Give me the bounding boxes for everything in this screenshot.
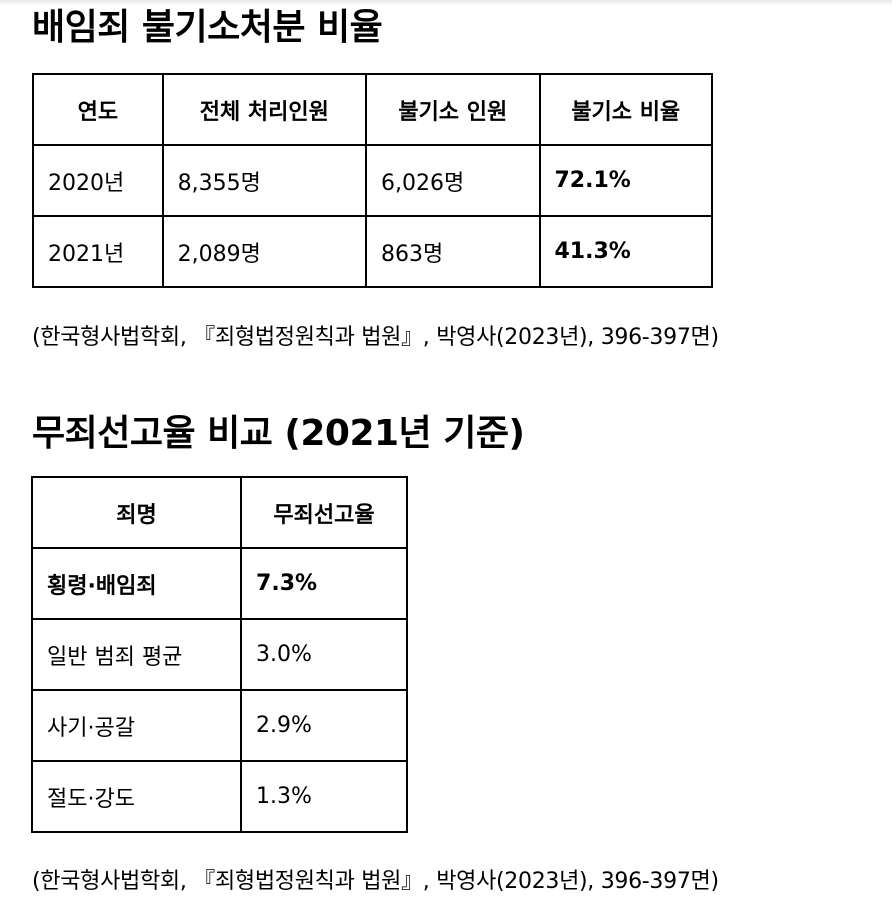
cell-non-prosecuted: 6,026명 [365, 144, 541, 217]
cell-rate: 2.9% [240, 689, 408, 762]
cell-crime: 절도·강도 [30, 760, 243, 833]
table-header-row: 연도 전체 처리인원 불기소 인원 불기소 비율 [32, 73, 713, 146]
cell-crime: 일반 범죄 평균 [30, 618, 243, 691]
header-non-prosecuted: 불기소 인원 [365, 73, 541, 146]
cell-non-prosecuted: 863명 [365, 215, 541, 288]
cell-total: 2,089명 [161, 215, 368, 288]
table-row: 일반 범죄 평균 3.0% [30, 618, 408, 691]
cell-rate: 41.3% [538, 215, 713, 288]
section-title-acquittal-rate: 무죄선고율 비교 (2021년 기준) [32, 413, 525, 454]
source-citation: (한국형사법학회, 『죄형법정원칙과 법원』, 박영사(2023년), 396-… [32, 325, 719, 350]
header-acquittal-rate: 무죄선고율 [240, 476, 408, 549]
cell-year: 2021년 [32, 215, 164, 288]
cell-total: 8,355명 [161, 144, 368, 217]
source-citation: (한국형사법학회, 『죄형법정원칙과 법원』, 박영사(2023년), 396-… [32, 869, 719, 894]
cell-year: 2020년 [32, 144, 164, 217]
header-total-processed: 전체 처리인원 [161, 73, 368, 146]
cell-rate: 3.0% [240, 618, 408, 691]
table-row: 절도·강도 1.3% [30, 760, 408, 833]
cell-crime: 사기·공갈 [30, 689, 243, 762]
non-prosecution-table: 연도 전체 처리인원 불기소 인원 불기소 비율 2020년 8,355명 6,… [32, 73, 713, 288]
cell-rate: 7.3% [240, 547, 408, 620]
top-shadow [0, 0, 892, 6]
header-year: 연도 [32, 73, 164, 146]
header-crime: 죄명 [30, 476, 243, 549]
table-header-row: 죄명 무죄선고율 [30, 476, 408, 549]
section-title-non-prosecution: 배임죄 불기소처분 비율 [32, 7, 383, 48]
header-non-prosecution-rate: 불기소 비율 [538, 73, 713, 146]
cell-rate: 72.1% [538, 144, 713, 217]
acquittal-rate-table: 죄명 무죄선고율 횡령·배임죄 7.3% 일반 범죄 평균 3.0% 사기·공갈… [30, 476, 408, 833]
cell-crime: 횡령·배임죄 [30, 547, 243, 620]
table-row: 2021년 2,089명 863명 41.3% [32, 215, 713, 288]
cell-rate: 1.3% [240, 760, 408, 833]
table-row: 2020년 8,355명 6,026명 72.1% [32, 144, 713, 217]
table-row: 사기·공갈 2.9% [30, 689, 408, 762]
table-row: 횡령·배임죄 7.3% [30, 547, 408, 620]
